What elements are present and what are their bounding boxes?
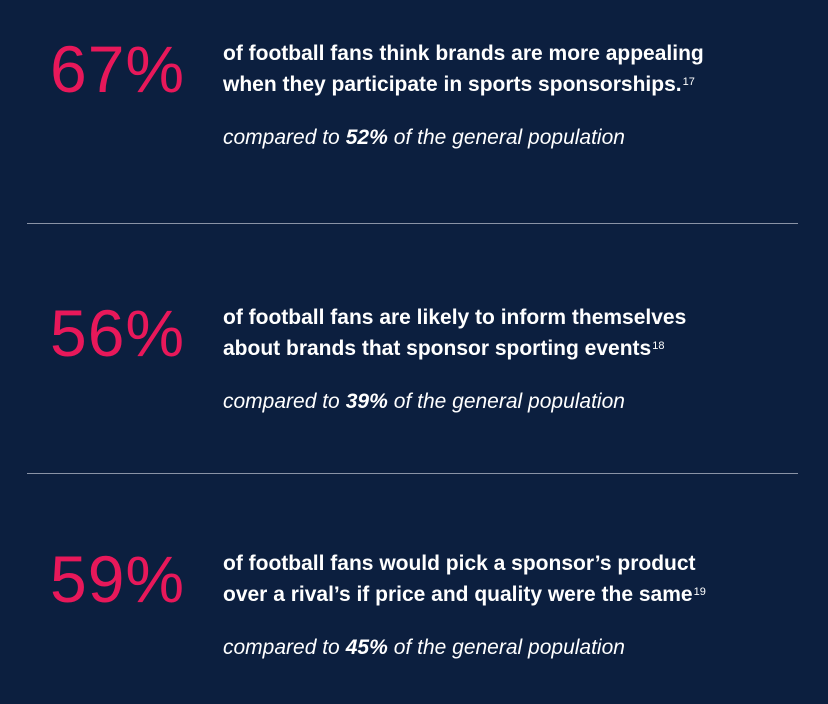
- comparison-suffix: of the general population: [393, 126, 625, 149]
- description-text: when they participate in sports sponsors…: [223, 73, 682, 96]
- comparison-value: 39%: [345, 390, 388, 413]
- stat-value: 67%: [50, 32, 186, 106]
- description-line: of football fans are likely to inform th…: [223, 302, 686, 333]
- comparison-suffix: of the general population: [393, 390, 625, 413]
- comparison: compared to 52% of the general population: [223, 126, 625, 150]
- stat-block: 59% of football fans would pick a sponsor…: [0, 544, 828, 684]
- description-line: when they participate in sports sponsors…: [223, 69, 704, 100]
- comparison-value: 45%: [345, 636, 388, 659]
- comparison: compared to 39% of the general population: [223, 390, 625, 414]
- footnote: 19: [693, 586, 706, 598]
- description-text: of football fans think brands are more a…: [223, 42, 704, 65]
- comparison-prefix: compared to: [223, 126, 340, 149]
- divider: [27, 223, 798, 224]
- stat-description: of football fans would pick a sponsor’s …: [223, 548, 706, 610]
- stat-block: 56% of football fans are likely to inform…: [0, 298, 828, 438]
- description-line: of football fans think brands are more a…: [223, 38, 704, 69]
- divider: [27, 473, 798, 474]
- comparison: compared to 45% of the general population: [223, 636, 625, 660]
- stat-description: of football fans are likely to inform th…: [223, 302, 686, 364]
- stat-block: 67% of football fans think brands are mor…: [0, 34, 828, 174]
- stat-value: 59%: [50, 542, 186, 616]
- description-text: of football fans would pick a sponsor’s …: [223, 552, 696, 575]
- description-line: over a rival’s if price and quality were…: [223, 579, 706, 610]
- description-line: of football fans would pick a sponsor’s …: [223, 548, 706, 579]
- footnote: 18: [652, 340, 665, 352]
- stat-description: of football fans think brands are more a…: [223, 38, 704, 100]
- description-line: about brands that sponsor sporting event…: [223, 333, 686, 364]
- footnote: 17: [682, 76, 695, 88]
- comparison-prefix: compared to: [223, 390, 340, 413]
- description-text: about brands that sponsor sporting event…: [223, 337, 652, 360]
- stat-value: 56%: [50, 296, 186, 370]
- comparison-prefix: compared to: [223, 636, 340, 659]
- comparison-value: 52%: [345, 126, 388, 149]
- description-text: of football fans are likely to inform th…: [223, 306, 687, 329]
- description-text: over a rival’s if price and quality were…: [223, 583, 693, 606]
- comparison-suffix: of the general population: [393, 636, 625, 659]
